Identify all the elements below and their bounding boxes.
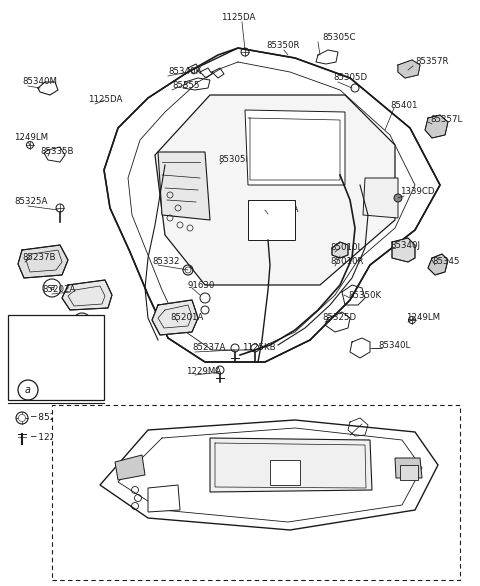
Text: 1229MA: 1229MA xyxy=(186,367,221,376)
Text: 85401: 85401 xyxy=(358,415,386,424)
Text: 85325A: 85325A xyxy=(14,197,48,206)
Polygon shape xyxy=(425,115,448,138)
Text: 85237B: 85237B xyxy=(22,254,56,263)
Text: 85350R: 85350R xyxy=(266,42,300,50)
Polygon shape xyxy=(363,178,398,218)
Polygon shape xyxy=(428,254,448,275)
Text: 85305B: 85305B xyxy=(218,155,252,165)
Circle shape xyxy=(394,194,402,202)
Text: 85345: 85345 xyxy=(432,257,459,267)
Polygon shape xyxy=(148,485,180,512)
Text: 85340K: 85340K xyxy=(168,67,201,77)
Text: 1125DA: 1125DA xyxy=(88,96,122,104)
Polygon shape xyxy=(245,110,345,185)
Text: 85355: 85355 xyxy=(172,81,200,90)
Text: 85202A: 85202A xyxy=(42,285,75,295)
Text: 1125DA: 1125DA xyxy=(221,13,255,22)
Text: 85357R: 85357R xyxy=(415,57,448,66)
Text: 1249LM: 1249LM xyxy=(406,314,440,322)
Polygon shape xyxy=(248,200,295,240)
Polygon shape xyxy=(152,300,198,335)
Text: 1339CD: 1339CD xyxy=(400,188,434,196)
Text: a: a xyxy=(49,284,55,292)
Polygon shape xyxy=(332,242,348,258)
Text: 85335B: 85335B xyxy=(40,148,73,156)
Text: a: a xyxy=(25,385,31,395)
Polygon shape xyxy=(210,438,372,492)
Text: 85340L: 85340L xyxy=(378,340,410,349)
FancyBboxPatch shape xyxy=(8,315,104,400)
Text: 85010L: 85010L xyxy=(330,244,362,253)
Text: 1125KB: 1125KB xyxy=(242,343,276,353)
Polygon shape xyxy=(62,280,112,310)
Polygon shape xyxy=(270,460,300,485)
Text: 85350K: 85350K xyxy=(348,291,381,299)
Text: ─ 1229MA: ─ 1229MA xyxy=(30,434,75,442)
Text: 85305D: 85305D xyxy=(333,73,367,83)
Text: 1249LM: 1249LM xyxy=(14,134,48,142)
Polygon shape xyxy=(398,60,420,78)
Text: 85237A: 85237A xyxy=(192,343,226,353)
Polygon shape xyxy=(104,48,440,362)
Text: a: a xyxy=(79,318,84,326)
Text: 85325D: 85325D xyxy=(322,314,356,322)
Polygon shape xyxy=(158,152,210,220)
Text: 91630: 91630 xyxy=(188,281,216,289)
Text: 85340M: 85340M xyxy=(22,77,57,87)
Text: (W/SUNROOF): (W/SUNROOF) xyxy=(58,408,131,418)
Text: 85305A: 85305A xyxy=(265,206,299,214)
Polygon shape xyxy=(18,245,68,278)
Text: ─ 85235: ─ 85235 xyxy=(30,414,67,423)
Text: 85201A: 85201A xyxy=(170,314,204,322)
Polygon shape xyxy=(100,420,438,530)
Text: 85332: 85332 xyxy=(152,257,180,267)
Polygon shape xyxy=(400,465,418,480)
Polygon shape xyxy=(392,238,415,262)
Text: 85401: 85401 xyxy=(390,101,418,110)
Polygon shape xyxy=(395,458,422,478)
Circle shape xyxy=(19,414,25,421)
Text: 85010R: 85010R xyxy=(330,257,363,267)
Text: 85340J: 85340J xyxy=(390,240,420,250)
FancyBboxPatch shape xyxy=(52,405,460,580)
Text: 85357L: 85357L xyxy=(430,115,462,124)
Polygon shape xyxy=(155,95,395,285)
Polygon shape xyxy=(115,455,145,480)
Text: 85305C: 85305C xyxy=(322,33,356,43)
